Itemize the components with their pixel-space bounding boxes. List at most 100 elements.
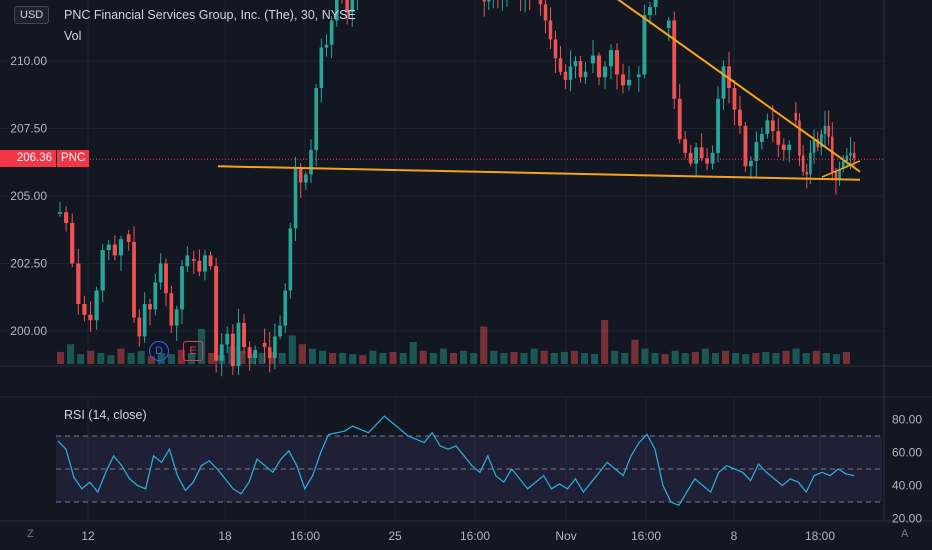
candle-body — [293, 169, 298, 229]
trendline — [617, 0, 861, 173]
candle-body — [838, 169, 841, 180]
candle-body — [214, 266, 219, 361]
candle-body — [543, 4, 548, 21]
candle-body — [153, 282, 158, 310]
volume-bar — [631, 339, 639, 364]
auto-scale-right-icon[interactable]: A — [901, 528, 909, 540]
price-tick-label: 212.50 — [10, 0, 47, 1]
candle-body — [727, 66, 731, 88]
candle-body — [174, 309, 179, 326]
candle-body — [614, 50, 620, 75]
candle-body — [590, 55, 596, 64]
candle-body — [805, 171, 809, 175]
candle-body — [841, 160, 845, 169]
volume-bar — [560, 351, 568, 364]
time-tick-label: 8 — [731, 529, 738, 543]
candle-body — [76, 263, 81, 304]
candle-body — [583, 71, 588, 78]
candle-body — [219, 344, 224, 361]
candle-body — [253, 349, 258, 358]
candle-body — [247, 347, 252, 358]
volume-bar — [389, 351, 397, 364]
volume-bar — [268, 351, 276, 364]
volume-bar — [339, 353, 347, 364]
time-tick-label: 12 — [81, 529, 95, 543]
event-marker-d[interactable]: D — [149, 341, 169, 361]
candle-body — [158, 263, 163, 283]
volume-bar — [439, 348, 447, 364]
candle-body — [648, 7, 652, 16]
volume-bar — [399, 353, 407, 364]
candle-body — [765, 120, 770, 134]
last-price-tag: 206.36 — [0, 150, 56, 168]
volume-bar — [460, 350, 468, 364]
candle-body — [334, 0, 339, 21]
volume-bar — [671, 350, 679, 364]
candle-body — [816, 139, 819, 148]
candle-body — [738, 109, 742, 126]
candle-body — [608, 50, 614, 67]
candle-body — [710, 152, 715, 164]
candle-body — [236, 322, 241, 367]
volume-bar — [651, 353, 659, 364]
candle-body — [94, 290, 99, 321]
volume-bar — [540, 350, 548, 364]
auto-scale-left-icon[interactable]: Z — [27, 528, 34, 540]
volume-bar — [349, 354, 357, 364]
volume-bar — [208, 353, 216, 364]
candle-body — [112, 244, 117, 256]
candle-body — [845, 155, 849, 161]
candle-body — [164, 263, 168, 294]
candle-body — [672, 20, 677, 99]
volume-bar — [711, 353, 720, 364]
price-tick-label: 200.00 — [10, 324, 47, 338]
volume-bar — [97, 353, 105, 364]
volume-bar — [198, 328, 206, 364]
volume-bar — [732, 353, 740, 364]
volume-bar — [832, 354, 840, 364]
candle-body — [636, 74, 641, 78]
rsi-label[interactable]: RSI (14, close) — [64, 408, 147, 422]
volume-bar — [822, 353, 830, 364]
volume-bar — [288, 335, 296, 364]
candle-body — [180, 266, 184, 310]
candle-body — [191, 259, 196, 261]
event-marker-e[interactable]: E — [183, 341, 203, 361]
candle-body — [309, 150, 313, 175]
currency-badge[interactable]: USD — [14, 6, 50, 24]
volume-bar — [470, 353, 478, 364]
candle-body — [304, 174, 308, 183]
candle-body — [267, 347, 272, 358]
candle-body — [538, 0, 543, 5]
volume-bar — [480, 326, 488, 364]
volume-bar — [308, 348, 316, 364]
price-tick-label: 205.00 — [10, 189, 47, 203]
candle-body — [57, 212, 63, 214]
volume-bar — [591, 354, 599, 364]
rsi-tick-label: 80.00 — [892, 413, 922, 427]
candle-body — [82, 304, 87, 315]
volume-bar — [490, 350, 498, 364]
volume-bar — [621, 353, 629, 364]
volume-bar — [449, 353, 458, 364]
trendline — [821, 160, 861, 178]
volume-bar — [772, 353, 780, 364]
volume-bar — [530, 348, 538, 364]
volume-bar — [802, 353, 810, 364]
candle-body — [319, 47, 324, 88]
volume-bar — [238, 350, 246, 364]
candle-body — [278, 325, 282, 337]
volume-label[interactable]: Vol — [64, 29, 82, 43]
volume-bar — [641, 348, 649, 364]
volume-bar — [258, 353, 266, 364]
candle-body — [787, 144, 792, 151]
candle-body — [230, 333, 235, 367]
candle-body — [705, 158, 710, 164]
candle-body — [142, 304, 147, 337]
candle-body — [770, 120, 775, 132]
time-tick-label: Nov — [555, 529, 576, 543]
candle-body — [262, 342, 267, 348]
volume-bar — [520, 353, 528, 364]
volume-bar — [67, 344, 75, 364]
